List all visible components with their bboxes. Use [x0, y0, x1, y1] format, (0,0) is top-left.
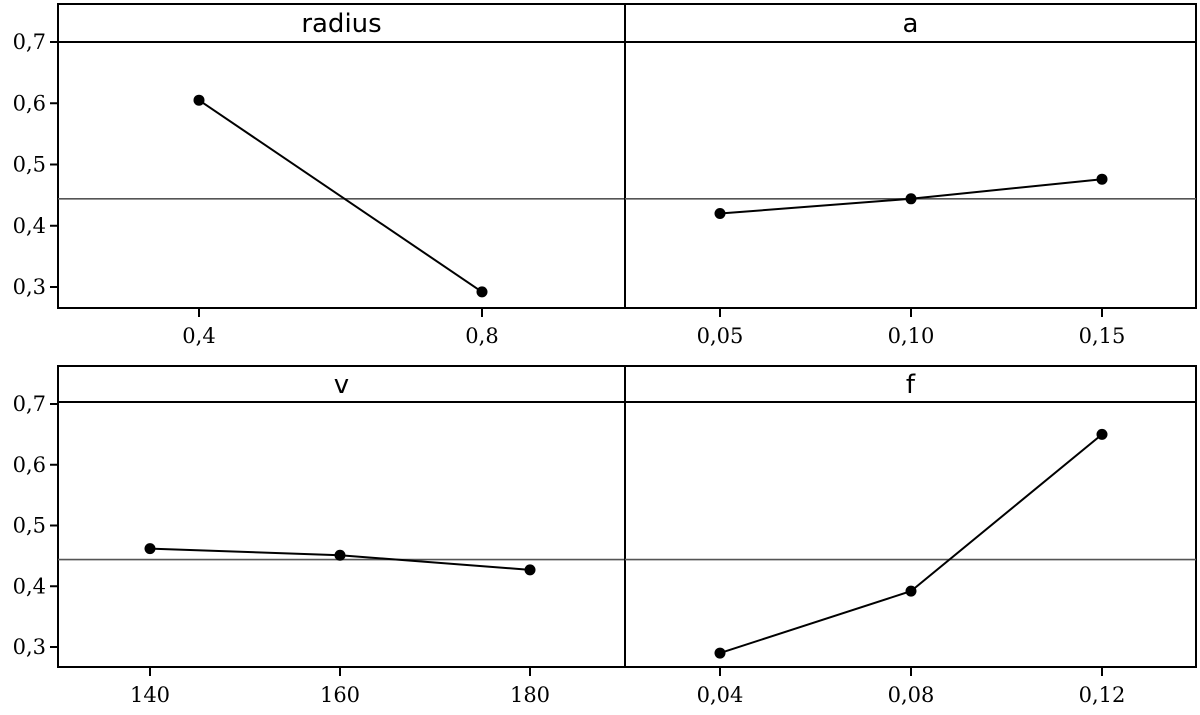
y-tick-label: 0,6 [13, 453, 46, 477]
panel-frame [57, 365, 626, 668]
data-point [144, 543, 156, 555]
panel-frame [624, 365, 1197, 668]
panel-title: a [903, 9, 919, 39]
panel-title: radius [301, 9, 381, 39]
panel-title: f [906, 370, 916, 400]
x-tick-label: 0,10 [888, 324, 935, 348]
y-tick-label: 0,3 [13, 275, 46, 299]
x-tick-label: 180 [510, 683, 550, 707]
data-point [476, 286, 488, 298]
data-point [1096, 428, 1108, 440]
data-point [524, 564, 536, 576]
x-tick-label: 0,4 [182, 324, 215, 348]
x-tick-label: 0,8 [465, 324, 498, 348]
panel-v: v 140 160 180 0,3 0,4 0,5 0,6 0,7 [13, 365, 626, 707]
data-point [334, 549, 346, 561]
panel-frame [624, 3, 1197, 309]
panel-f: f 0,04 0,08 0,12 [624, 365, 1197, 707]
y-tick-label: 0,6 [13, 91, 46, 115]
data-point [714, 208, 726, 219]
y-tick-label: 0,7 [13, 392, 46, 416]
y-tick-label: 0,4 [13, 214, 46, 238]
data-point [1096, 173, 1108, 185]
data-point [714, 647, 726, 659]
x-tick-label: 140 [130, 683, 170, 707]
x-tick-label: 0,04 [697, 683, 744, 707]
y-tick-label: 0,5 [13, 153, 46, 177]
data-point [193, 94, 205, 106]
data-point [905, 585, 917, 597]
panel-title: v [334, 370, 349, 400]
panel-radius: radius 0,4 0,8 0,3 0,4 0,5 0,6 0,7 [13, 3, 626, 348]
y-tick-label: 0,5 [13, 514, 46, 538]
x-tick-label: 0,08 [888, 683, 935, 707]
panel-a: a 0,05 0,10 0,15 [624, 3, 1197, 348]
y-tick-label: 0,3 [13, 635, 46, 659]
y-tick-label: 0,7 [13, 30, 46, 54]
y-tick-label: 0,4 [13, 574, 46, 598]
series-line [719, 433, 1103, 655]
series-line [198, 99, 483, 293]
x-tick-label: 0,12 [1079, 683, 1126, 707]
panel-frame [57, 3, 626, 309]
x-tick-label: 160 [320, 683, 360, 707]
x-tick-label: 0,05 [697, 324, 744, 348]
data-point [905, 193, 917, 205]
x-tick-label: 0,15 [1079, 324, 1126, 348]
